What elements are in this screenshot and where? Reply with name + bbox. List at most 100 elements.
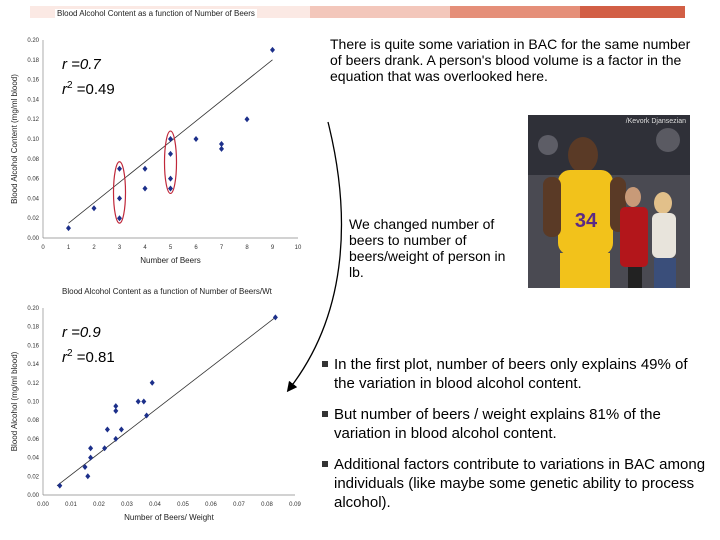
bullet-text: In the first plot, number of beers only … <box>334 356 688 392</box>
y-tick-label: 0.08 <box>27 157 39 163</box>
x-tick-label: 0.02 <box>93 502 105 508</box>
data-point <box>193 136 199 142</box>
data-point <box>88 454 94 461</box>
y-tick-label: 0.18 <box>27 58 39 64</box>
plot2-r-value: r =0.9 <box>62 324 101 341</box>
y-tick-label: 0.00 <box>27 236 39 242</box>
y-tick-label: 0.10 <box>27 137 39 143</box>
plot2-title: Blood Alcohol Content as a function of N… <box>62 287 272 296</box>
data-point <box>113 403 119 410</box>
y-axis-label: Blood Alcohol Content (mg/ml blood) <box>10 74 19 204</box>
plot2-r2-value: r2 =0.81 <box>62 344 115 368</box>
x-tick-label: 4 <box>143 245 147 251</box>
header-bar-segment <box>580 6 685 18</box>
x-tick-label: 0 <box>41 245 45 251</box>
data-point <box>135 398 141 405</box>
plot2-chart: 0.00 0.01 0.02 0.03 0.04 0.05 0.06 0.07 0.08 0.09… <box>10 306 301 522</box>
header-bar-segment <box>310 6 450 18</box>
data-point <box>168 150 173 157</box>
bullet-text: Additional factors contribute to variati… <box>334 456 706 511</box>
data-point <box>219 145 224 152</box>
bullet-marker <box>322 361 328 367</box>
data-point <box>91 205 97 212</box>
plot1-chart: 0 1 2 3 4 5 6 7 8 9 10 0.00 0.02 0.04 0.06 0.08 0.10 0.12… <box>10 38 302 265</box>
x-tick-label: 0.00 <box>37 502 49 508</box>
x-tick-label: 0.08 <box>261 502 273 508</box>
arrow-path <box>286 121 343 393</box>
variation-text: There is quite some variation in BAC for… <box>330 36 691 84</box>
photo-illustration: 34 /Kevork Djansezian <box>528 115 690 288</box>
y-tick-label: 0.04 <box>27 456 39 462</box>
y-tick-label: 0.16 <box>27 343 39 349</box>
bullet-text: But number of beers / weight explains 81… <box>334 406 661 442</box>
bullet-marker <box>322 411 328 417</box>
data-point <box>168 185 173 192</box>
plot1-title: Blood Alcohol Content as a function of N… <box>55 9 257 18</box>
data-point <box>57 482 63 489</box>
y-tick-label: 0.06 <box>27 177 39 183</box>
y-tick-label: 0.12 <box>27 381 39 387</box>
data-point <box>272 314 278 321</box>
x-tick-label: 1 <box>67 245 71 251</box>
jersey-number: 34 <box>575 210 598 232</box>
y-tick-label: 0.04 <box>27 196 39 202</box>
data-point <box>88 445 94 452</box>
x-tick-label: 0.03 <box>121 502 133 508</box>
changed-text: We changed number of beers to number of … <box>349 216 509 280</box>
y-tick-label: 0.16 <box>27 78 39 84</box>
highlight-ellipse <box>112 161 127 224</box>
x-axis-label: Number of Beers <box>140 256 200 265</box>
y-tick-label: 0.02 <box>27 474 39 480</box>
plot1-r2-number: =0.49 <box>72 81 115 98</box>
data-point <box>113 435 119 442</box>
x-tick-label: 5 <box>169 245 173 251</box>
data-point <box>141 398 147 405</box>
y-tick-label: 0.10 <box>27 400 39 406</box>
x-tick-label: 7 <box>220 245 224 251</box>
y-axis-label: Blood Alcohol (mg/ml blood) <box>10 351 19 451</box>
player-photo: 34 /Kevork Djansezian <box>528 115 690 288</box>
x-tick-label: 0.01 <box>65 502 77 508</box>
x-tick-label: 8 <box>245 245 249 251</box>
data-point <box>82 463 88 470</box>
data-point <box>142 165 148 172</box>
data-point <box>117 195 122 202</box>
data-point <box>219 140 224 147</box>
data-point <box>149 379 155 386</box>
y-tick-label: 0.06 <box>27 437 39 443</box>
data-point <box>168 136 173 142</box>
plot1-r2-symbol: r <box>62 81 67 98</box>
bullet-item: But number of beers / weight explains 81… <box>322 405 707 443</box>
bullet-item: In the first plot, number of beers only … <box>322 355 707 393</box>
x-axis-label: Number of Beers/ Weight <box>124 513 214 522</box>
bullet-item: Additional factors contribute to variati… <box>322 455 707 512</box>
plot2-r2-sup: 2 <box>67 348 73 359</box>
plot1-r-value: r =0.7 <box>62 56 101 73</box>
x-tick-label: 10 <box>295 245 302 251</box>
y-tick-label: 0.14 <box>27 362 39 368</box>
plot2-r2-symbol: r <box>62 349 67 366</box>
plot1-r2-sup: 2 <box>67 80 73 91</box>
y-tick-label: 0.12 <box>27 117 39 123</box>
x-tick-label: 2 <box>92 245 96 251</box>
data-point <box>270 46 275 53</box>
x-tick-label: 0.09 <box>289 502 301 508</box>
y-tick-label: 0.20 <box>27 38 39 44</box>
x-tick-label: 9 <box>271 245 275 251</box>
header-bar-segment <box>450 6 580 18</box>
curved-arrow <box>286 121 343 393</box>
y-tick-label: 0.14 <box>27 97 39 103</box>
x-tick-label: 6 <box>194 245 198 251</box>
y-tick-label: 0.20 <box>27 306 39 312</box>
x-tick-label: 3 <box>118 245 122 251</box>
data-point <box>104 426 110 433</box>
x-tick-label: 0.04 <box>149 502 161 508</box>
data-point <box>144 412 150 419</box>
data-point <box>168 175 173 182</box>
plot1-r2-value: r2 =0.49 <box>62 76 115 100</box>
data-point <box>66 225 71 232</box>
x-tick-label: 0.06 <box>205 502 217 508</box>
x-tick-label: 0.05 <box>177 502 189 508</box>
fit-line <box>56 317 276 486</box>
highlight-ellipse <box>163 130 178 195</box>
